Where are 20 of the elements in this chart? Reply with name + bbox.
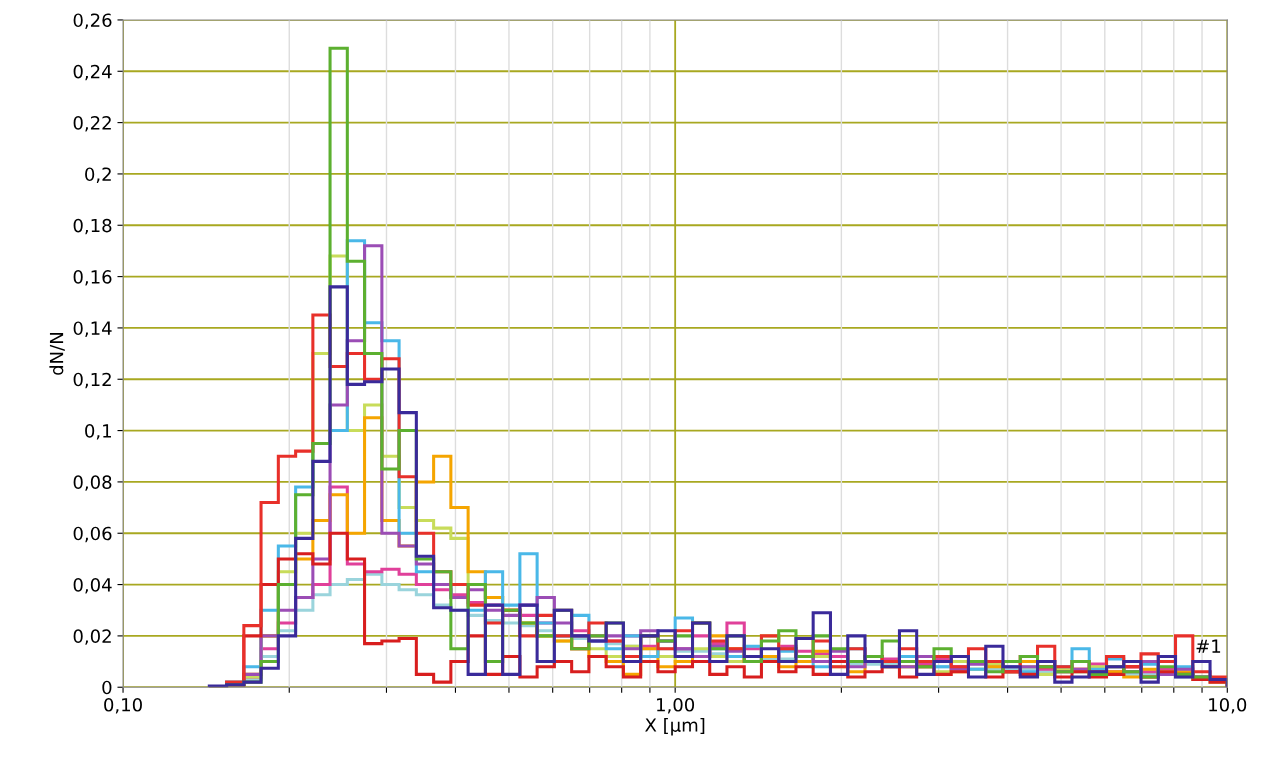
x-tick-label: 1,00 [657,697,695,714]
y-axis-title: dN/N [49,333,65,375]
y-tick-label: 0 [102,680,112,695]
x-axis-title: X [µm] [645,717,705,736]
y-tick-label: 0,18 [73,218,112,235]
y-tick-label: 0,24 [73,64,112,81]
y-tick-label: 0,14 [73,321,112,337]
x-tick-label: 10,0 [1209,697,1247,714]
y-tick-label: 0,1 [85,424,111,440]
y-tick-label: 0,2 [85,167,111,183]
annotation: #1 [1196,639,1221,653]
y-tick-label: 0,06 [73,526,112,543]
y-tick-label: 0,04 [73,578,112,594]
y-tick-label: 0,02 [73,629,111,645]
y-tick-label: 0,12 [73,372,111,389]
x-tick-label: 0,10 [104,697,142,714]
y-tick-label: 0,16 [73,270,112,286]
y-tick-label: 0,08 [73,475,112,491]
y-tick-label: 0,26 [73,13,112,29]
y-tick-label: 0,22 [73,116,111,132]
